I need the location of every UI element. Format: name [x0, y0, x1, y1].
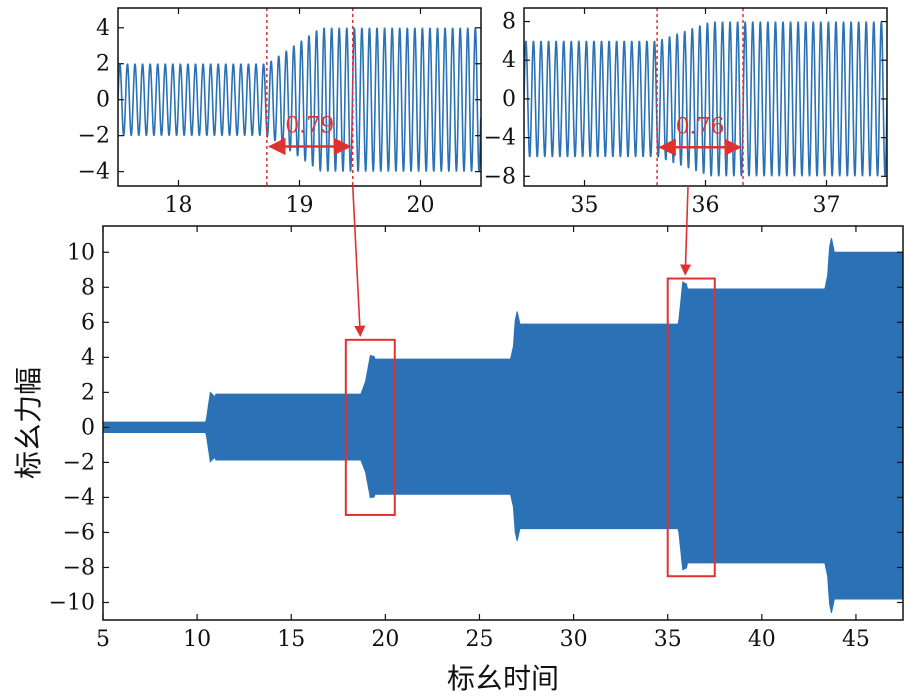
- x-tick-label: 45: [842, 627, 870, 652]
- y-tick-label: −4: [484, 126, 516, 151]
- inset-right-signal-line: [524, 21, 887, 177]
- inset-right-axis-ticks: 35 36 37 8 4 0 −4 −8: [484, 8, 887, 218]
- connector-arrow-1: [351, 185, 366, 337]
- y-tick-label: 8: [81, 275, 95, 300]
- y-tick-label: −8: [63, 555, 95, 580]
- x-tick-label: 15: [277, 627, 305, 652]
- main-plot-frame: [102, 225, 904, 621]
- connector-arrows: [351, 185, 692, 337]
- y-tick-label: 8: [502, 10, 516, 35]
- x-tick-label: 37: [813, 193, 841, 218]
- y-tick-label: 0: [96, 88, 110, 113]
- highlight-box-1: [344, 338, 396, 516]
- y-tick-label: −10: [49, 590, 95, 615]
- inset-left-signal-line: [118, 27, 481, 172]
- y-tick-label: −4: [78, 160, 110, 185]
- y-tick-label: −4: [63, 485, 95, 510]
- inset-right-plot-area: 0.76: [524, 8, 887, 186]
- y-tick-label: 2: [81, 380, 95, 405]
- x-tick-label: 35: [571, 193, 599, 218]
- y-tick-label: 6: [81, 310, 95, 335]
- y-tick-label: 0: [81, 415, 95, 440]
- inset-left-plot-area: 0.79: [118, 8, 481, 186]
- main-plot-area: [102, 237, 904, 614]
- main-signal-envelope: [102, 237, 904, 614]
- y-tick-label: −8: [484, 164, 516, 189]
- y-tick-label: 0: [502, 87, 516, 112]
- y-tick-label: −6: [63, 520, 95, 545]
- y-tick-label: −2: [78, 124, 110, 149]
- x-tick-label: 20: [407, 193, 435, 218]
- x-tick-label: 25: [465, 627, 493, 652]
- highlight-box-2: [666, 277, 716, 578]
- x-tick-label: 35: [654, 627, 682, 652]
- x-tick-label: 36: [692, 193, 720, 218]
- y-tick-label: 10: [67, 240, 95, 265]
- y-tick-label: 4: [502, 48, 516, 73]
- inset-right-duration-label: 0.76: [676, 114, 725, 139]
- inset-right-chart: 0.76 35 36 37 8 4 0 −4 −8: [484, 7, 888, 218]
- x-tick-label: 19: [286, 193, 314, 218]
- y-tick-label: 4: [96, 16, 110, 41]
- x-tick-label: 5: [96, 627, 110, 652]
- main-x-axis-label: 标幺时间: [447, 662, 559, 695]
- x-tick-label: 40: [748, 627, 776, 652]
- x-tick-label: 20: [371, 627, 399, 652]
- main-y-axis-label: 标幺力幅: [12, 367, 45, 479]
- x-tick-label: 30: [560, 627, 588, 652]
- x-tick-label: 18: [165, 193, 193, 218]
- y-tick-label: 4: [81, 345, 95, 370]
- inset-left-duration-label: 0.79: [285, 113, 334, 138]
- y-tick-label: −2: [63, 450, 95, 475]
- connector-arrow-2: [679, 185, 692, 276]
- x-tick-label: 10: [183, 627, 211, 652]
- y-tick-label: 2: [96, 52, 110, 77]
